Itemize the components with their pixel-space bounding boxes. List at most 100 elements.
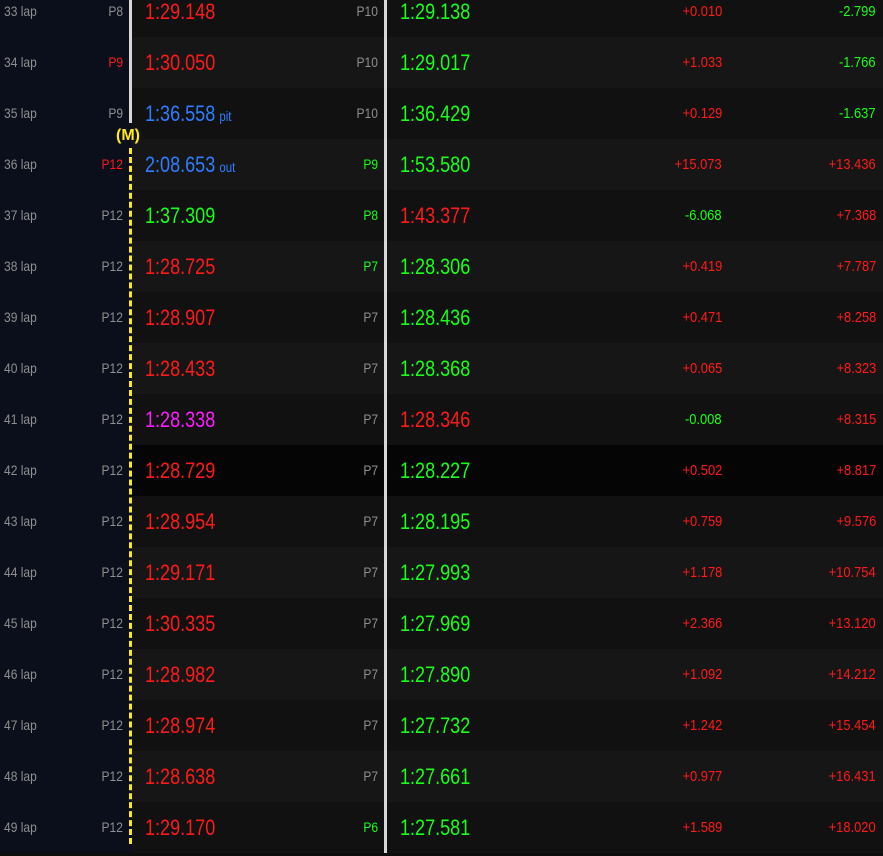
driver-b-lap-time: 1:43.377 (400, 203, 471, 228)
driver-b-position: P7 (363, 513, 378, 529)
driver-separator (384, 241, 387, 292)
cumulative-gap: +7.368 (836, 207, 876, 224)
driver-a-lap-time-value: 1:28.974 (145, 713, 216, 738)
cumulative-gap: -1.637 (839, 105, 876, 122)
lap-row: 40 lap P12 1:28.433 P7 1:28.368 +0.065 +… (0, 343, 883, 394)
driver-b-lap-time: 1:27.732 (400, 713, 471, 738)
driver-a-lap-time: 1:28.725 (145, 241, 219, 292)
lap-row-left-panel (0, 547, 131, 598)
lap-time-difference: +0.010 (682, 3, 722, 20)
driver-b-lap-time: 1:27.581 (400, 815, 471, 840)
driver-b-position: P6 (363, 819, 378, 835)
driver-a-lap-time: 1:28.982 (145, 649, 219, 700)
driver-a-position: P12 (101, 258, 123, 274)
lap-time-difference: -6.068 (685, 207, 722, 224)
cumulative-gap: +8.817 (836, 462, 876, 479)
driver-separator (384, 139, 387, 190)
driver-a-position: P9 (108, 105, 123, 121)
driver-b-position: P7 (363, 717, 378, 733)
driver-separator (384, 649, 387, 700)
lap-number: 43 lap (4, 513, 37, 529)
lap-number: 39 lap (4, 309, 37, 325)
driver-a-lap-time: 1:28.338 (145, 394, 219, 445)
driver-b-lap-time: 1:27.661 (400, 764, 471, 789)
driver-b-position: P9 (363, 156, 378, 172)
driver-b-position: P10 (356, 105, 378, 121)
cumulative-gap: +14.212 (829, 666, 876, 683)
cumulative-gap: +16.431 (829, 768, 876, 785)
lap-row: 42 lap P12 1:28.729 P7 1:28.227 +0.502 +… (0, 445, 883, 496)
lap-time-difference: +0.759 (682, 513, 722, 530)
lap-row-left-panel (0, 649, 131, 700)
driver-a-lap-time: 1:28.433 (145, 343, 219, 394)
driver-b-position: P10 (356, 3, 378, 19)
lap-row-left-panel (0, 37, 131, 88)
cumulative-gap: +10.754 (829, 564, 876, 581)
lap-row: 47 lap P12 1:28.974 P7 1:27.732 +1.242 +… (0, 700, 883, 751)
driver-a-position: P12 (101, 156, 123, 172)
driver-b-lap-time: 1:28.346 (400, 407, 471, 432)
driver-a-position: P12 (101, 564, 123, 580)
lap-number: 44 lap (4, 564, 37, 580)
driver-b-lap-time: 1:28.195 (400, 509, 471, 534)
lap-number: 33 lap (4, 3, 37, 19)
driver-b-position: P8 (363, 207, 378, 223)
driver-a-lap-time-value: 1:30.335 (145, 611, 216, 636)
lap-time-difference: +0.471 (682, 309, 722, 326)
driver-a-lap-time-value: 1:36.558 (145, 101, 216, 126)
driver-b-lap-time: 1:27.993 (400, 560, 471, 585)
driver-separator (384, 598, 387, 649)
lap-row-left-panel (0, 292, 131, 343)
driver-a-position: P12 (101, 666, 123, 682)
cumulative-gap: +18.020 (829, 819, 876, 836)
lap-time-difference: +1.178 (682, 564, 722, 581)
lap-time-difference: +0.502 (682, 462, 722, 479)
driver-b-lap-time: 1:29.138 (400, 0, 471, 24)
driver-b-position: P7 (363, 309, 378, 325)
driver-b-lap-time: 1:53.580 (400, 152, 471, 177)
driver-a-lap-time: 2:08.653 out (145, 139, 235, 190)
lap-row: 33 lap P8 1:29.148 P10 1:29.138 +0.010 -… (0, 0, 883, 37)
cumulative-gap: -1.766 (839, 54, 876, 71)
lap-row: 48 lap P12 1:28.638 P7 1:27.661 +0.977 +… (0, 751, 883, 802)
driver-a-position: P12 (101, 309, 123, 325)
lap-row-left-panel (0, 88, 131, 139)
lap-row-left-panel (0, 445, 131, 496)
driver-a-lap-time: 1:36.558 pit (145, 88, 231, 139)
cumulative-gap: +13.120 (829, 615, 876, 632)
driver-b-lap-time: 1:27.969 (400, 611, 471, 636)
cumulative-gap: +7.787 (836, 258, 876, 275)
driver-b-position: P7 (363, 360, 378, 376)
lap-time-difference: +0.129 (682, 105, 722, 122)
lap-row-left-panel (0, 139, 131, 190)
cumulative-gap: +8.315 (836, 411, 876, 428)
lap-number: 47 lap (4, 717, 37, 733)
lap-number: 40 lap (4, 360, 37, 376)
driver-b-lap-time: 1:27.890 (400, 662, 471, 687)
driver-a-position: P12 (101, 768, 123, 784)
lap-time-difference: +0.065 (682, 360, 722, 377)
driver-b-lap-time: 1:28.368 (400, 356, 471, 381)
driver-b-position: P7 (363, 615, 378, 631)
lap-row-left-panel (0, 598, 131, 649)
driver-a-lap-time: 1:30.335 (145, 598, 219, 649)
cumulative-gap: +8.258 (836, 309, 876, 326)
driver-separator (384, 37, 387, 88)
driver-a-lap-time: 1:29.170 (145, 802, 219, 853)
lap-row-left-panel (0, 343, 131, 394)
lap-time-difference: +0.419 (682, 258, 722, 275)
lap-row-left-panel (0, 241, 131, 292)
driver-a-lap-time: 1:29.171 (145, 547, 219, 598)
lap-row: 41 lap P12 1:28.338 P7 1:28.346 -0.008 +… (0, 394, 883, 445)
lap-row: 45 lap P12 1:30.335 P7 1:27.969 +2.366 +… (0, 598, 883, 649)
driver-a-position: P12 (101, 819, 123, 835)
pit-marker: (M) (116, 127, 140, 144)
driver-b-position: P7 (363, 564, 378, 580)
cumulative-gap: -2.799 (839, 3, 876, 20)
lap-time-difference: +0.977 (682, 768, 722, 785)
lap-number: 48 lap (4, 768, 37, 784)
driver-b-lap-time: 1:28.227 (400, 458, 471, 483)
driver-a-lap-time-value: 1:28.982 (145, 662, 216, 687)
driver-a-lap-time-value: 1:30.050 (145, 50, 216, 75)
driver-a-lap-time-value: 1:29.148 (145, 0, 216, 24)
